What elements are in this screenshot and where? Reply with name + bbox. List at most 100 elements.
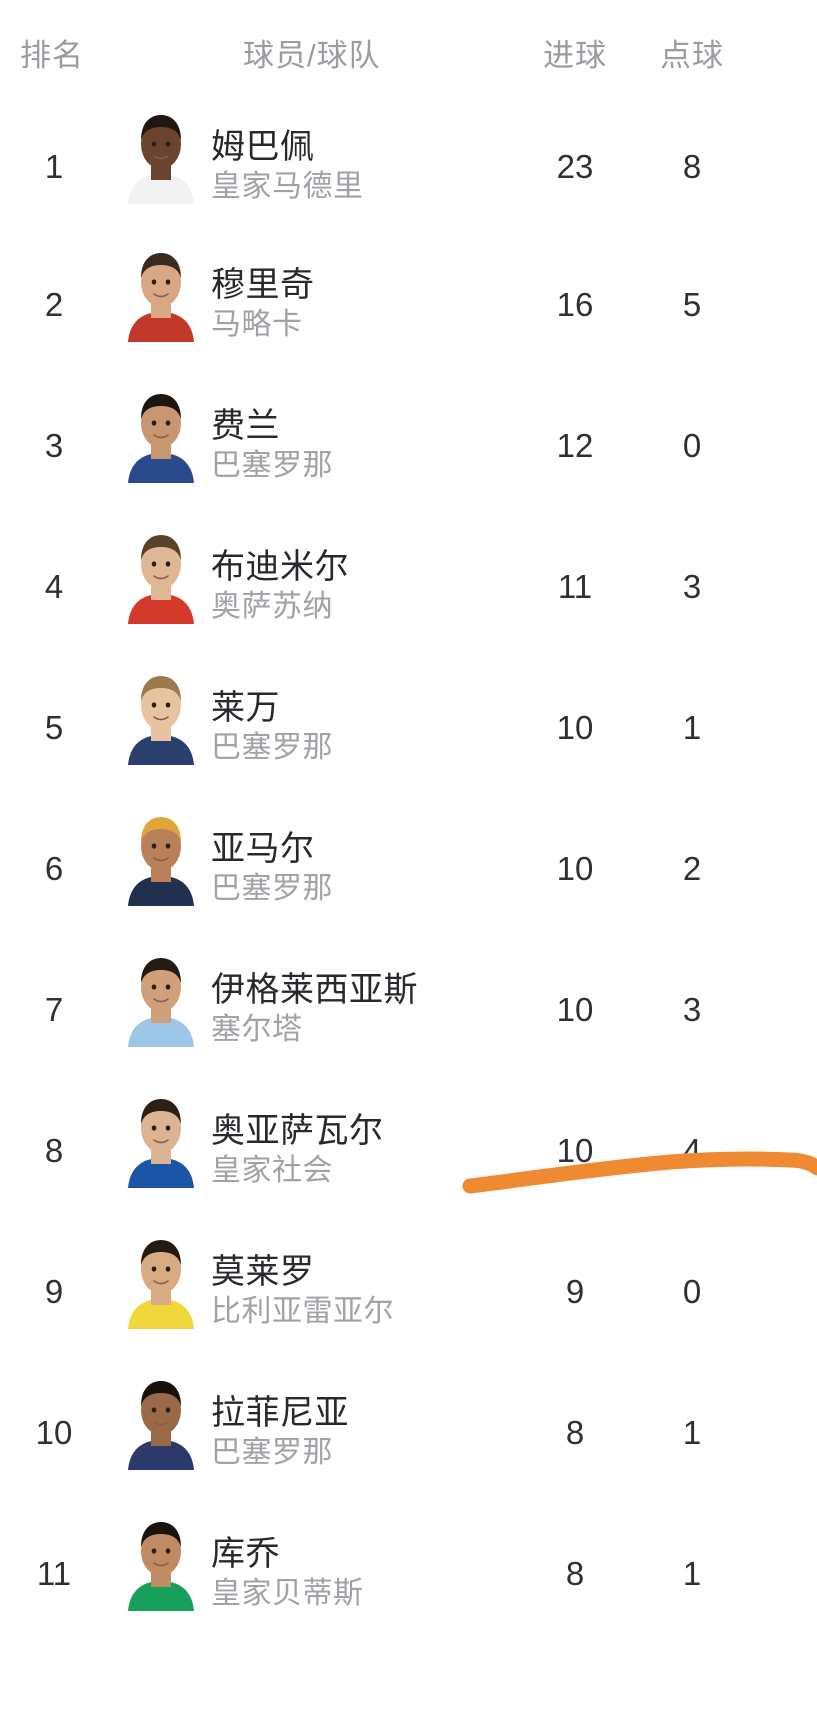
player-avatar-image [118,661,204,765]
table-row[interactable]: 3 费兰 巴塞罗那 12 0 [0,375,817,516]
goals-value: 23 [556,147,594,185]
player-team-cell[interactable]: 布迪米尔 奥萨苏纳 [211,516,531,657]
column-header-rank[interactable]: 排名 [20,38,84,73]
player-avatar-image [118,1084,204,1188]
team-name: 巴塞罗那 [211,731,333,765]
team-name: 巴塞罗那 [211,872,333,906]
goals-value: 10 [556,849,594,887]
column-header-penalties[interactable]: 点球 [660,38,724,73]
team-name: 巴塞罗那 [211,449,333,483]
penalties-value: 2 [682,849,702,887]
table-row[interactable]: 8 奥亚萨瓦尔 皇家社会 10 4 [0,1080,817,1221]
table-row[interactable]: 7 伊格莱西亚斯 塞尔塔 10 3 [0,939,817,1080]
table-row[interactable]: 4 布迪米尔 奥萨苏纳 11 3 [0,516,817,657]
penalties-value: 5 [682,285,702,323]
player-photo[interactable] [118,1507,204,1611]
team-name: 皇家贝蒂斯 [211,1577,364,1611]
goals-value: 16 [556,285,594,323]
table-row[interactable]: 5 莱万 巴塞罗那 10 1 [0,657,817,798]
player-team-cell[interactable]: 拉菲尼亚 巴塞罗那 [211,1362,531,1503]
penalties-value: 8 [682,147,702,185]
player-name: 亚马尔 [211,830,315,869]
table-row[interactable]: 2 穆里奇 马略卡 16 5 [0,234,817,375]
player-team-cell[interactable]: 姆巴佩 皇家马德里 [211,96,531,237]
rank-value: 3 [44,426,64,464]
rank-value: 1 [44,147,64,185]
player-name: 莫莱罗 [211,1253,315,1292]
player-team-cell[interactable]: 亚马尔 巴塞罗那 [211,798,531,939]
rank-value: 10 [35,1413,73,1451]
player-team-cell[interactable]: 库乔 皇家贝蒂斯 [211,1503,531,1644]
player-name: 拉菲尼亚 [211,1394,349,1433]
player-name: 莱万 [211,689,280,728]
team-name: 奥萨苏纳 [211,590,333,624]
table-row[interactable]: 9 莫莱罗 比利亚雷亚尔 9 0 [0,1221,817,1362]
table-row[interactable]: 6 亚马尔 巴塞罗那 10 2 [0,798,817,939]
player-photo[interactable] [118,100,204,204]
penalties-value: 1 [682,708,702,746]
player-photo[interactable] [118,802,204,906]
player-avatar-image [118,238,204,342]
player-photo[interactable] [118,1084,204,1188]
player-photo[interactable] [118,943,204,1047]
penalties-value: 4 [682,1131,702,1169]
penalties-value: 3 [682,990,702,1028]
player-photo[interactable] [118,1366,204,1470]
rank-value: 11 [36,1554,72,1592]
team-name: 巴塞罗那 [211,1436,333,1470]
player-name: 费兰 [211,407,280,446]
player-photo[interactable] [118,520,204,624]
goals-value: 10 [556,1131,594,1169]
player-avatar-image [118,520,204,624]
player-name: 奥亚萨瓦尔 [211,1112,384,1151]
player-avatar-image [118,943,204,1047]
rank-value: 7 [44,990,64,1028]
column-header-player-team[interactable]: 球员/球队 [243,38,381,73]
scorers-table: 排名 球员/球队 进球 点球 1 姆巴佩 皇家马德里 23 8 2 穆里奇 马略卡 16 5 3 费兰… [0,0,817,1623]
team-name: 马略卡 [211,308,303,342]
player-name: 库乔 [211,1535,280,1574]
player-name: 姆巴佩 [211,128,315,167]
table-header-row: 排名 球员/球队 进球 点球 [0,0,817,96]
table-body: 1 姆巴佩 皇家马德里 23 8 2 穆里奇 马略卡 16 5 3 费兰 巴塞罗那 12 0 4 布迪米尔 奥萨苏… [0,96,817,1623]
player-team-cell[interactable]: 穆里奇 马略卡 [211,234,531,375]
table-row[interactable]: 11 库乔 皇家贝蒂斯 8 1 [0,1503,817,1623]
player-avatar-image [118,1225,204,1329]
player-photo[interactable] [118,238,204,342]
player-team-cell[interactable]: 奥亚萨瓦尔 皇家社会 [211,1080,531,1221]
penalties-value: 0 [682,1272,702,1310]
table-row[interactable]: 1 姆巴佩 皇家马德里 23 8 [0,96,817,234]
rank-value: 5 [44,708,64,746]
player-name: 伊格莱西亚斯 [211,971,418,1010]
penalties-value: 0 [682,426,702,464]
goals-value: 10 [556,708,594,746]
player-team-cell[interactable]: 伊格莱西亚斯 塞尔塔 [211,939,531,1080]
penalties-value: 1 [682,1413,702,1451]
team-name: 皇家社会 [211,1154,333,1188]
goals-value: 8 [565,1554,585,1592]
player-photo[interactable] [118,379,204,483]
column-header-goals[interactable]: 进球 [543,38,607,73]
goals-value: 10 [556,990,594,1028]
player-photo[interactable] [118,1225,204,1329]
team-name: 比利亚雷亚尔 [211,1295,394,1329]
player-avatar-image [118,100,204,204]
player-team-cell[interactable]: 莱万 巴塞罗那 [211,657,531,798]
rank-value: 9 [44,1272,64,1310]
rank-value: 8 [44,1131,64,1169]
rank-value: 2 [44,285,64,323]
player-avatar-image [118,1507,204,1611]
goals-value: 9 [565,1272,585,1310]
player-avatar-image [118,1366,204,1470]
player-photo[interactable] [118,661,204,765]
goals-value: 12 [556,426,594,464]
penalties-value: 1 [682,1554,702,1592]
table-row[interactable]: 10 拉菲尼亚 巴塞罗那 8 1 [0,1362,817,1503]
goals-value: 8 [565,1413,585,1451]
player-team-cell[interactable]: 莫莱罗 比利亚雷亚尔 [211,1221,531,1362]
team-name: 皇家马德里 [211,170,364,204]
player-team-cell[interactable]: 费兰 巴塞罗那 [211,375,531,516]
player-name: 穆里奇 [211,266,315,305]
rank-value: 4 [44,567,64,605]
rank-value: 6 [44,849,64,887]
